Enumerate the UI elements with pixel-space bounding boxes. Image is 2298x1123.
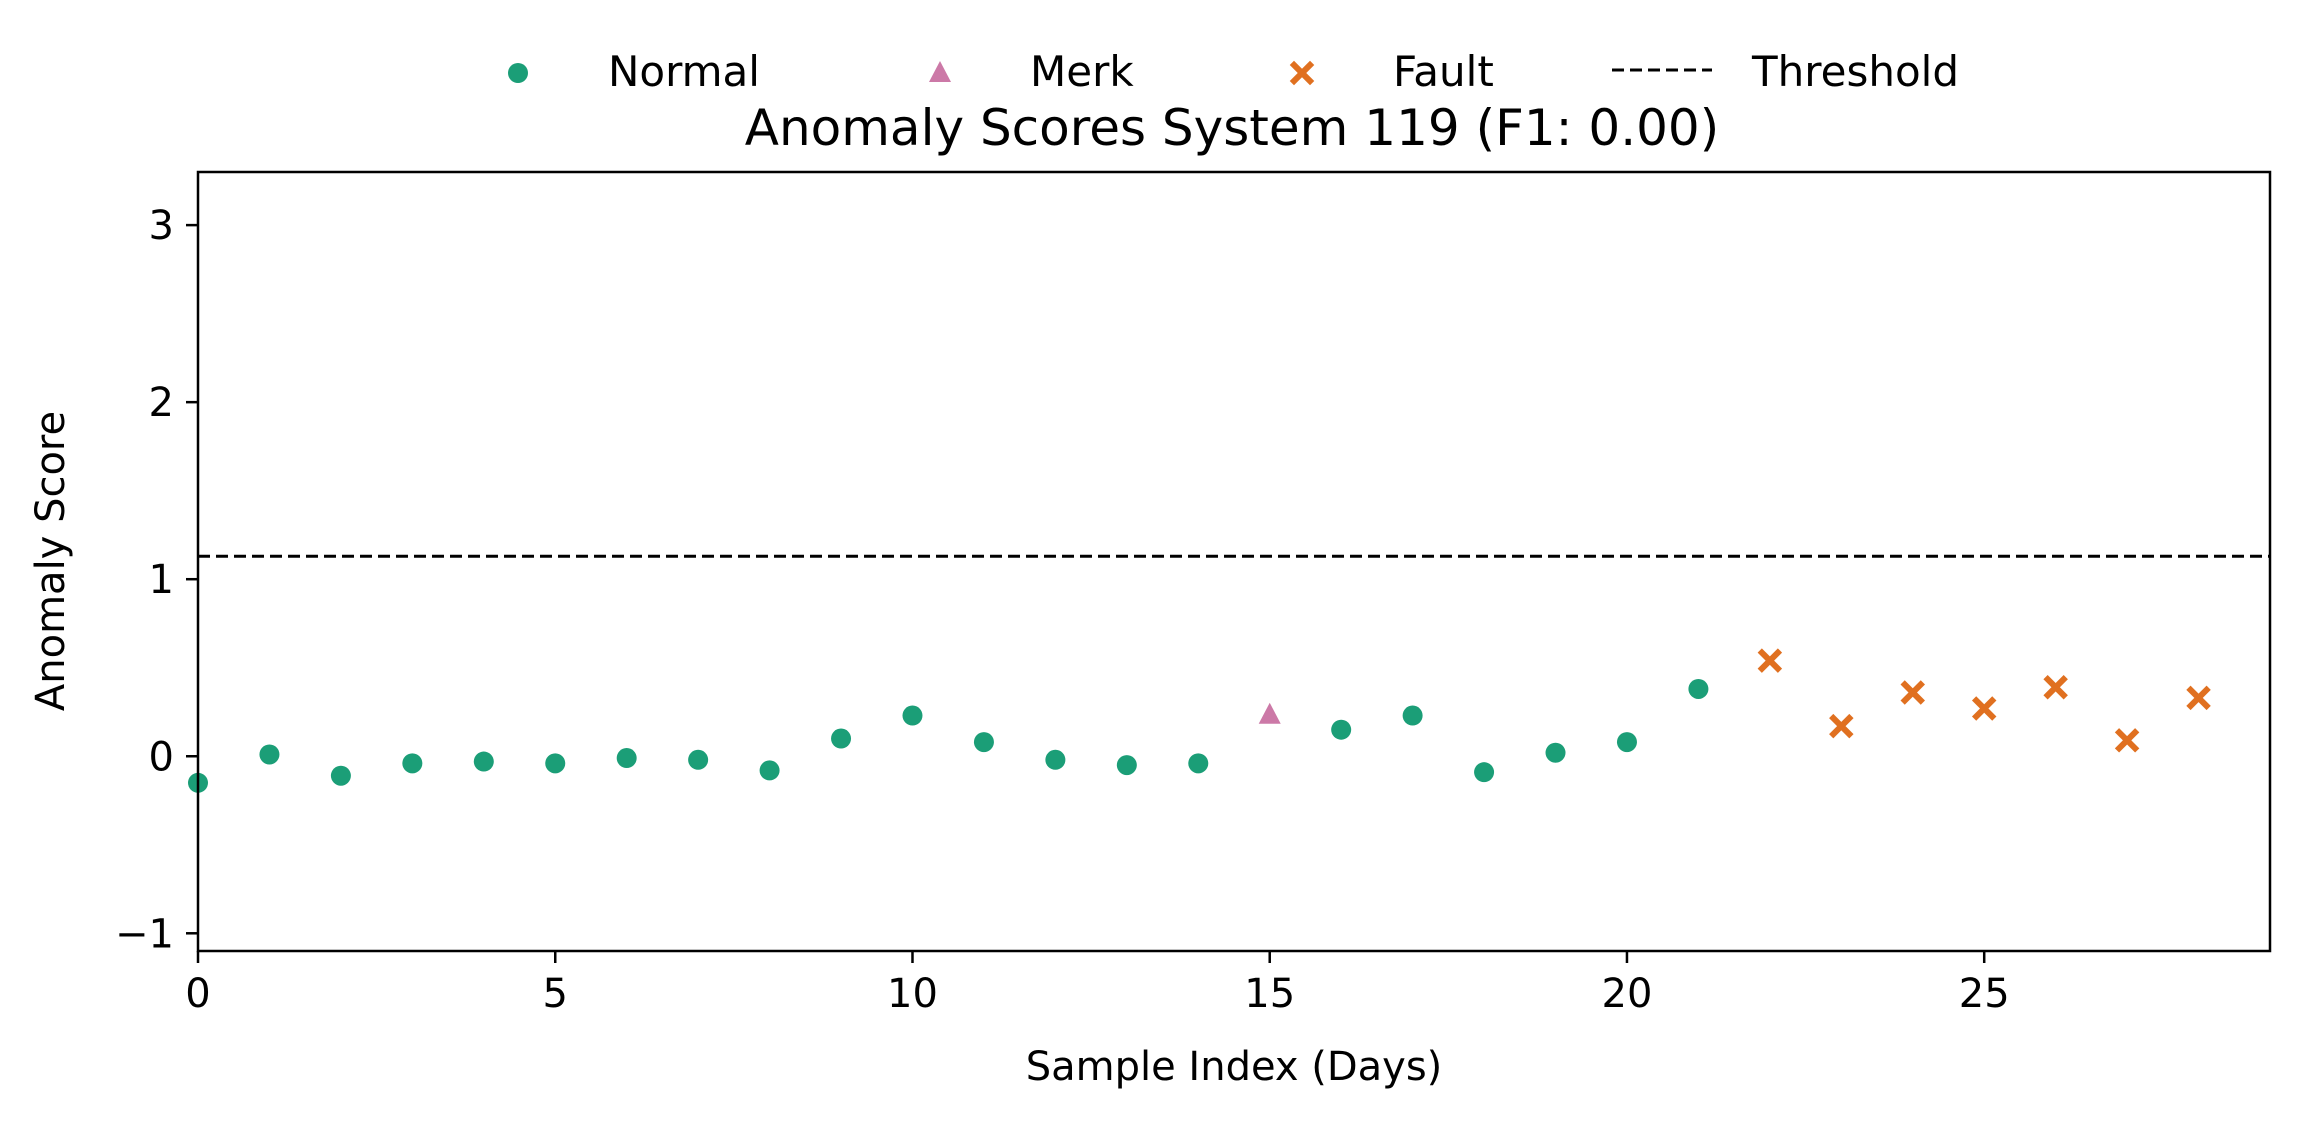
point-normal	[1474, 762, 1495, 783]
x-tick-label: 20	[1602, 971, 1653, 1017]
x-tick-label: 5	[543, 971, 568, 1017]
point-fault	[1900, 680, 1926, 705]
point-normal	[1331, 719, 1352, 740]
legend-label-fault: Fault	[1393, 47, 1494, 96]
x-axis-ticks: 0 5 10 15 20 25	[185, 951, 2010, 1017]
point-normal	[616, 748, 637, 769]
x-stroke	[2186, 685, 2211, 711]
legend: Normal Merk Fault Threshold	[508, 47, 1959, 96]
y-axis-ticks: −1 0 1 2 3	[115, 203, 198, 957]
x-stroke	[1900, 680, 1926, 705]
point-fault	[2186, 685, 2211, 711]
x-tick-label: 0	[185, 971, 210, 1017]
point-normal	[759, 760, 780, 781]
point-normal	[1188, 753, 1209, 774]
points-layer	[188, 648, 2211, 793]
legend-label-normal: Normal	[608, 47, 760, 96]
point-normal	[402, 753, 423, 774]
legend-label-merk: Merk	[1030, 47, 1134, 96]
legend-marker-normal	[508, 63, 528, 83]
point-fault	[1971, 696, 1997, 721]
point-normal	[1402, 705, 1423, 726]
point-normal	[1616, 732, 1637, 753]
point-normal	[902, 705, 923, 726]
x-stroke	[1829, 713, 1854, 739]
point-fault	[2043, 674, 2068, 700]
point-normal	[1688, 678, 1709, 699]
point-merk	[1258, 702, 1281, 724]
point-fault	[1757, 648, 1783, 673]
x-tick-label: 25	[1959, 971, 2010, 1017]
point-normal	[330, 765, 351, 786]
y-tick-label: 3	[149, 203, 174, 249]
x-tick-label: 10	[887, 971, 938, 1017]
point-fault	[1829, 713, 1854, 739]
point-normal	[473, 751, 494, 772]
legend-label-threshold: Threshold	[1751, 47, 1959, 96]
legend-marker-merk	[929, 61, 951, 82]
y-axis-label: Anomaly Score	[28, 411, 74, 711]
point-normal	[1545, 742, 1566, 763]
point-normal	[973, 732, 994, 753]
legend-marker-fault	[1289, 60, 1315, 86]
x-axis-label: Sample Index (Days)	[1026, 1044, 1443, 1090]
y-tick-label: 1	[149, 557, 174, 603]
x-stroke	[2043, 674, 2068, 700]
point-normal	[1045, 749, 1066, 770]
point-normal	[1116, 755, 1137, 776]
x-stroke	[1757, 648, 1783, 673]
point-normal	[259, 744, 280, 765]
point-normal	[545, 753, 566, 774]
point-normal	[688, 749, 709, 770]
point-normal	[831, 728, 852, 749]
x-stroke	[1971, 696, 1997, 721]
y-tick-label: −1	[115, 911, 174, 957]
plot-frame	[196, 170, 2272, 953]
y-tick-label: 0	[149, 734, 174, 780]
chart-title: Anomaly Scores System 119 (F1: 0.00)	[745, 99, 1720, 157]
x-tick-label: 15	[1244, 971, 1295, 1017]
y-tick-label: 2	[149, 380, 174, 426]
point-fault	[2114, 728, 2140, 753]
x-stroke	[2114, 728, 2140, 753]
